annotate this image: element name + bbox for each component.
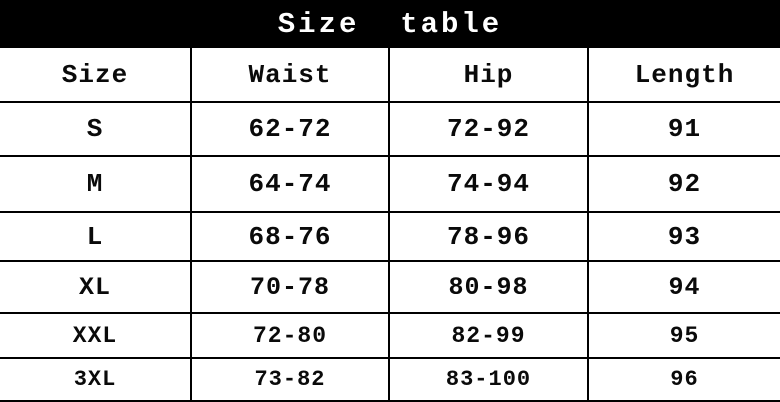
column-header: Length — [587, 48, 780, 101]
length-cell: 96 — [587, 359, 780, 400]
title-bar: Size table — [0, 0, 780, 48]
size-cell: XL — [78, 272, 111, 302]
table-row: 3XL 73-82 83-100 96 — [0, 359, 780, 402]
waist-cell: 70-78 — [190, 262, 388, 312]
hip-cell: 72-92 — [388, 103, 587, 155]
length-cell: 91 — [587, 103, 780, 155]
length-cell: 93 — [587, 213, 780, 260]
table-row: XL 70-78 80-98 94 — [0, 262, 780, 314]
size-cell: 3XL — [73, 367, 117, 392]
waist-cell: 62-72 — [190, 103, 388, 155]
length-cell: 95 — [587, 314, 780, 357]
length-cell: 94 — [587, 262, 780, 312]
hip-cell: 74-94 — [388, 157, 587, 211]
size-cell: L — [86, 221, 104, 252]
header-row: Size Waist Hip Length — [0, 48, 780, 103]
waist-cell: 64-74 — [190, 157, 388, 211]
page-title: Size table — [277, 7, 503, 41]
hip-cell: 78-96 — [388, 213, 587, 260]
size-cell: M — [86, 169, 104, 199]
column-header: Hip — [388, 48, 587, 101]
table-row: M 64-74 74-94 92 — [0, 157, 780, 213]
table-row: XXL 72-80 82-99 95 — [0, 314, 780, 359]
length-cell: 92 — [587, 157, 780, 211]
table-row: S 62-72 72-92 91 — [0, 103, 780, 157]
column-header: Size — [61, 59, 129, 90]
hip-cell: 80-98 — [388, 262, 587, 312]
hip-cell: 82-99 — [388, 314, 587, 357]
column-header: Waist — [190, 48, 388, 101]
hip-cell: 83-100 — [388, 359, 587, 400]
size-table: Size Waist Hip Length S 62-72 72-92 91 M 64-74 74-… — [0, 48, 780, 402]
waist-cell: 72-80 — [190, 314, 388, 357]
waist-cell: 73-82 — [190, 359, 388, 400]
size-cell: XXL — [72, 322, 118, 349]
size-cell: S — [86, 114, 104, 144]
table-row: L 68-76 78-96 93 — [0, 213, 780, 262]
waist-cell: 68-76 — [190, 213, 388, 260]
